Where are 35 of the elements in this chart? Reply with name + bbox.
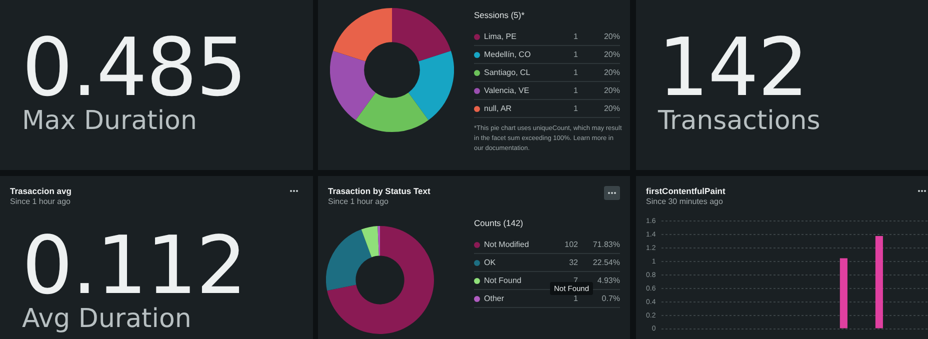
chart-subtitle: Since 1 hour ago [328,197,388,206]
data-label: 20% [602,50,620,59]
text: 1 [574,50,578,59]
data-label: 20% [602,68,620,77]
text: Trasaccion avg [10,186,72,196]
text: Since 1 hour ago [10,197,70,206]
legend-title: Counts (142) [474,218,524,228]
chart-title: firstContentfulPaint [646,186,726,196]
text: 102 [564,240,578,249]
chart-subtitle: Since 30 minutes ago [646,197,723,206]
data-label: 22.54% [592,258,620,267]
legend-label: Other [484,294,504,303]
legend-label: Not Modified [484,240,529,249]
data-label: 20% [602,86,620,95]
legend-label: Medellín, CO [484,50,531,59]
text: 1 [574,86,578,95]
legend-label: OK [484,258,496,267]
data-label: 20% [602,104,620,113]
data-label: 0.7% [600,294,620,303]
data-label: 71.83% [592,240,620,249]
text: 1 [574,32,578,41]
data-label: 4.93% [596,276,620,285]
text: 1 [574,294,578,303]
text: Avg Duration [22,304,192,334]
text: 1 [574,68,578,77]
data-label: 20% [602,32,620,41]
legend-label: Valencia, VE [484,86,530,95]
text: 1 [574,104,578,113]
text: 32 [569,258,578,267]
legend-title: Sessions (5)* [474,10,526,20]
legend-label: null, AR [484,104,512,113]
legend-label: Not Found [484,276,522,285]
legend-label: Lima, PE [484,32,516,41]
chart-title: Trasaction by Status Text [328,186,430,196]
legend-label: Santiago, CL [484,68,530,77]
